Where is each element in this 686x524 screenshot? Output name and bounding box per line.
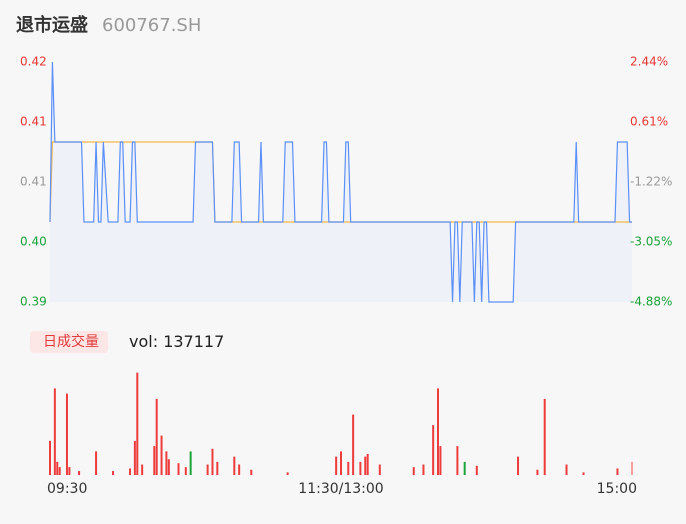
volume-bar <box>129 468 132 475</box>
volume-bar <box>475 465 478 475</box>
volume-bar <box>378 464 381 475</box>
y2-tick-label: -3.05% <box>630 235 672 249</box>
volume-bar <box>359 461 362 475</box>
y-tick-label: 0.42 <box>20 55 47 69</box>
volume-bar <box>517 456 520 475</box>
volume-bar <box>432 425 435 475</box>
volume-bar <box>58 467 61 475</box>
volume-bar <box>53 388 56 475</box>
price-line <box>49 61 632 303</box>
volume-bar <box>412 467 415 475</box>
volume-bar <box>347 461 350 475</box>
volume-bar <box>616 468 619 475</box>
volume-bar <box>463 461 466 475</box>
volume-bar <box>65 393 68 475</box>
volume-bar <box>631 461 633 475</box>
volume-bar <box>340 451 342 475</box>
volume-badge: 日成交量 <box>43 333 99 350</box>
volume-bar <box>184 467 187 475</box>
y2-tick-label: 2.44% <box>630 55 668 69</box>
volume-total: 137117 <box>163 332 224 351</box>
volume-bar <box>439 446 442 475</box>
volume-bar <box>153 446 156 475</box>
y-tick-label: 0.41 <box>20 175 47 189</box>
volume-bar <box>211 448 214 475</box>
y2-tick-label: -1.22% <box>630 175 672 189</box>
volume-bar <box>286 472 289 475</box>
volume-bar <box>141 464 144 475</box>
volume-bar <box>456 446 459 475</box>
volume-bar <box>437 388 439 475</box>
volume-bar <box>366 454 369 475</box>
volume-bar <box>167 459 170 475</box>
volume-bar <box>364 456 367 475</box>
y2-tick-label: 0.61% <box>630 115 668 129</box>
stock-name: 退市运盛 <box>16 14 88 36</box>
volume-bar <box>216 461 219 475</box>
volume-bar <box>189 451 192 475</box>
stock-code: 600767.SH <box>102 15 201 36</box>
volume-bar <box>177 463 180 475</box>
badge-bg <box>30 331 108 353</box>
volume-bar <box>335 456 338 475</box>
volume-bar <box>68 467 71 475</box>
volume-bar <box>238 464 241 475</box>
volume-bar <box>95 451 98 475</box>
volume-bar <box>250 469 253 475</box>
volume-bar <box>543 398 546 475</box>
volume-bar <box>206 464 209 475</box>
x-tick-label: 09:30 <box>47 481 87 497</box>
y-tick-label: 0.40 <box>20 235 47 249</box>
volume-bar <box>78 471 81 475</box>
volume-label: vol: <box>129 332 158 351</box>
volume-bar <box>136 372 139 475</box>
volume-bar <box>582 472 585 475</box>
volume-bar <box>160 435 163 475</box>
volume-bar <box>133 440 136 475</box>
y-tick-label: 0.41 <box>20 115 47 129</box>
volume-bar <box>233 456 236 475</box>
volume-bar <box>155 398 158 475</box>
volume-bar <box>422 464 425 475</box>
price-area <box>50 62 632 302</box>
x-tick-label: 15:00 <box>597 481 637 497</box>
volume-bar <box>112 471 115 475</box>
volume-summary: vol: 137117 <box>129 332 224 351</box>
y-tick-label: 0.39 <box>20 295 47 309</box>
volume-bar <box>565 464 568 475</box>
volume-bar <box>165 451 168 475</box>
volume-bar <box>49 440 51 475</box>
volume-bar <box>352 414 355 475</box>
volume-bar <box>56 461 59 475</box>
y2-tick-label: -4.88% <box>630 295 672 309</box>
volume-bar <box>536 469 539 475</box>
x-tick-label: 11:30/13:00 <box>298 481 383 497</box>
